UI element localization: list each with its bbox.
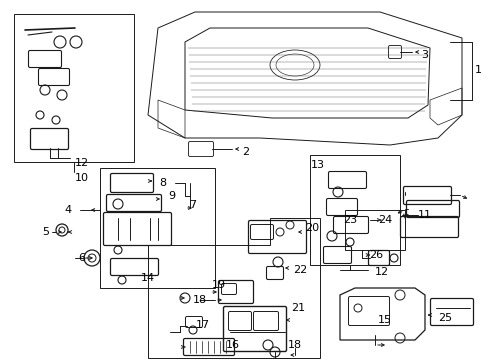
Text: 12: 12 — [374, 267, 388, 277]
Text: 6: 6 — [79, 253, 85, 263]
Text: 3: 3 — [421, 50, 427, 60]
Bar — [14, 14, 134, 162]
Text: 5: 5 — [42, 227, 49, 237]
Text: 16: 16 — [225, 340, 240, 350]
Text: 26: 26 — [368, 250, 382, 260]
Text: 13: 13 — [310, 160, 325, 170]
Text: 11: 11 — [417, 210, 431, 220]
Bar — [345, 210, 404, 250]
Text: 20: 20 — [305, 223, 318, 233]
Text: 14: 14 — [141, 273, 155, 283]
Text: 18: 18 — [193, 295, 206, 305]
Text: 8: 8 — [159, 178, 166, 188]
Text: 4: 4 — [64, 205, 71, 215]
Text: 21: 21 — [290, 303, 305, 313]
Text: 12: 12 — [75, 158, 89, 168]
Text: 17: 17 — [196, 320, 210, 330]
Text: 7: 7 — [189, 200, 196, 210]
Text: 24: 24 — [377, 215, 391, 225]
Text: 22: 22 — [292, 265, 306, 275]
Text: 9: 9 — [168, 191, 175, 201]
Text: 18: 18 — [287, 340, 302, 350]
Text: 15: 15 — [377, 315, 391, 325]
Text: 2: 2 — [242, 147, 249, 157]
Text: 23: 23 — [342, 215, 356, 225]
Text: 1: 1 — [473, 65, 481, 75]
Bar — [309, 155, 399, 265]
Text: 10: 10 — [75, 173, 89, 183]
Text: 25: 25 — [437, 313, 451, 323]
Bar — [100, 168, 215, 288]
Text: 19: 19 — [211, 280, 225, 290]
